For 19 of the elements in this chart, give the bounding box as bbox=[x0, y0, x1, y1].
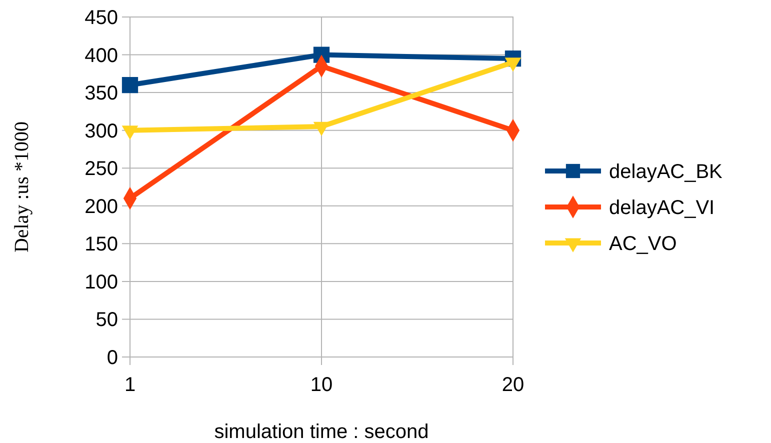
point bbox=[122, 76, 138, 94]
y-tick-label: 150 bbox=[84, 234, 118, 256]
y-tick-label: 400 bbox=[84, 44, 118, 67]
legend-label: delayAC_VI bbox=[609, 197, 715, 219]
x-tick-label: 20 bbox=[502, 374, 524, 396]
legend-label: AC_VO bbox=[609, 233, 677, 255]
y-tick-label: 450 bbox=[84, 7, 118, 29]
legend-label: delayAC_BK bbox=[609, 161, 724, 183]
y-tick-label: 50 bbox=[96, 309, 118, 332]
y-axis-title: Delay :us *1000 bbox=[11, 121, 33, 253]
y-tick-label: 350 bbox=[84, 82, 118, 105]
y-tick-label: 250 bbox=[84, 158, 118, 180]
y-tick-label: 100 bbox=[84, 271, 118, 294]
x-axis-title: simulation time : second bbox=[214, 421, 429, 443]
y-tick-label: 200 bbox=[84, 196, 118, 218]
x-tick-label: 10 bbox=[310, 374, 333, 396]
x-tick-label: 1 bbox=[124, 374, 136, 396]
y-tick-label: 0 bbox=[106, 347, 118, 369]
y-tick-label: 300 bbox=[84, 120, 118, 142]
